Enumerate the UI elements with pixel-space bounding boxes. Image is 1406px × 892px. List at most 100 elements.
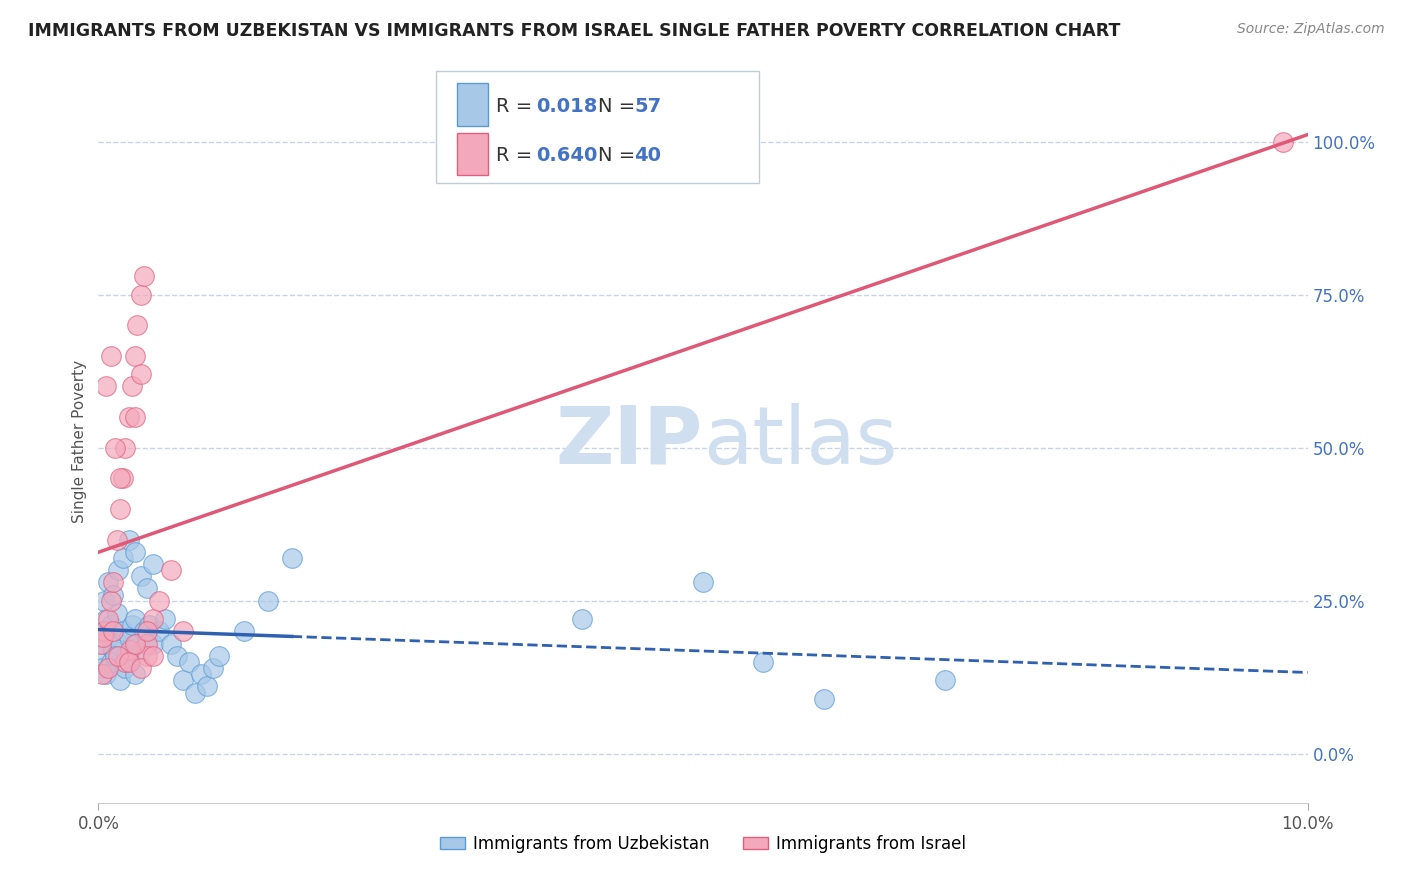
Point	[97, 575, 120, 590]
Point	[135, 631, 157, 645]
Point	[190, 667, 212, 681]
Point	[127, 318, 149, 333]
Point	[91, 631, 114, 645]
Point	[107, 648, 129, 663]
Point	[101, 588, 124, 602]
Point	[124, 667, 146, 681]
Point	[138, 618, 160, 632]
Point	[114, 441, 136, 455]
Point	[208, 648, 231, 663]
Point	[142, 648, 165, 663]
Point	[91, 648, 114, 663]
Point	[100, 593, 122, 607]
Point	[91, 667, 114, 681]
Point	[97, 612, 120, 626]
Point	[90, 637, 112, 651]
Point	[692, 575, 714, 590]
Point	[134, 624, 156, 639]
Y-axis label: Single Father Poverty: Single Father Poverty	[72, 360, 87, 523]
Point	[100, 655, 122, 669]
Point	[134, 269, 156, 284]
Point	[114, 648, 136, 663]
Point	[142, 612, 165, 626]
Text: 0.018: 0.018	[536, 97, 598, 116]
Point	[118, 655, 141, 669]
Point	[121, 379, 143, 393]
Text: 0.640: 0.640	[536, 146, 598, 165]
Point	[124, 545, 146, 559]
Point	[91, 661, 114, 675]
Text: 57: 57	[634, 97, 661, 116]
Point	[1272, 135, 1295, 149]
Point	[108, 673, 131, 688]
Point	[124, 612, 146, 626]
Point	[114, 655, 136, 669]
Point	[934, 673, 956, 688]
Point	[752, 655, 775, 669]
Point	[129, 367, 152, 381]
Point	[111, 471, 134, 485]
Point	[160, 563, 183, 577]
Point	[124, 410, 146, 425]
Point	[107, 563, 129, 577]
Text: N =: N =	[598, 97, 641, 116]
Point	[93, 624, 115, 639]
Point	[179, 655, 201, 669]
Point	[135, 648, 157, 663]
Point	[108, 637, 131, 651]
Point	[256, 593, 278, 607]
Point	[124, 349, 146, 363]
Point	[135, 582, 157, 596]
Point	[172, 624, 194, 639]
Text: R =: R =	[496, 97, 538, 116]
Point	[166, 648, 188, 663]
Point	[114, 661, 136, 675]
Point	[111, 624, 134, 639]
Point	[100, 618, 122, 632]
Point	[93, 593, 115, 607]
Point	[129, 642, 152, 657]
Text: Source: ZipAtlas.com: Source: ZipAtlas.com	[1237, 22, 1385, 37]
Point	[94, 379, 117, 393]
Text: atlas: atlas	[703, 402, 897, 481]
Point	[172, 673, 194, 688]
Text: IMMIGRANTS FROM UZBEKISTAN VS IMMIGRANTS FROM ISRAEL SINGLE FATHER POVERTY CORRE: IMMIGRANTS FROM UZBEKISTAN VS IMMIGRANTS…	[28, 22, 1121, 40]
Point	[129, 287, 152, 301]
Point	[108, 502, 131, 516]
Text: 40: 40	[634, 146, 661, 165]
Point	[142, 557, 165, 571]
Point	[135, 637, 157, 651]
Point	[94, 667, 117, 681]
Point	[121, 618, 143, 632]
Point	[135, 624, 157, 639]
Point	[101, 642, 124, 657]
Point	[105, 533, 128, 547]
Point	[571, 612, 593, 626]
Point	[108, 471, 131, 485]
Point	[118, 533, 141, 547]
Point	[104, 648, 127, 663]
Point	[94, 612, 117, 626]
Point	[101, 624, 124, 639]
Point	[232, 624, 254, 639]
Point	[129, 569, 152, 583]
Point	[100, 349, 122, 363]
Point	[97, 631, 120, 645]
Point	[105, 606, 128, 620]
Point	[813, 691, 835, 706]
Point	[118, 655, 141, 669]
Point	[118, 642, 141, 657]
Point	[142, 637, 165, 651]
Point	[118, 410, 141, 425]
Point	[118, 631, 141, 645]
Point	[104, 441, 127, 455]
Point	[153, 612, 176, 626]
Text: N =: N =	[598, 146, 641, 165]
Legend: Immigrants from Uzbekistan, Immigrants from Israel: Immigrants from Uzbekistan, Immigrants f…	[433, 828, 973, 860]
Point	[202, 661, 225, 675]
Text: R =: R =	[496, 146, 538, 165]
Point	[281, 550, 304, 565]
Point	[111, 550, 134, 565]
Point	[97, 661, 120, 675]
Point	[195, 680, 218, 694]
